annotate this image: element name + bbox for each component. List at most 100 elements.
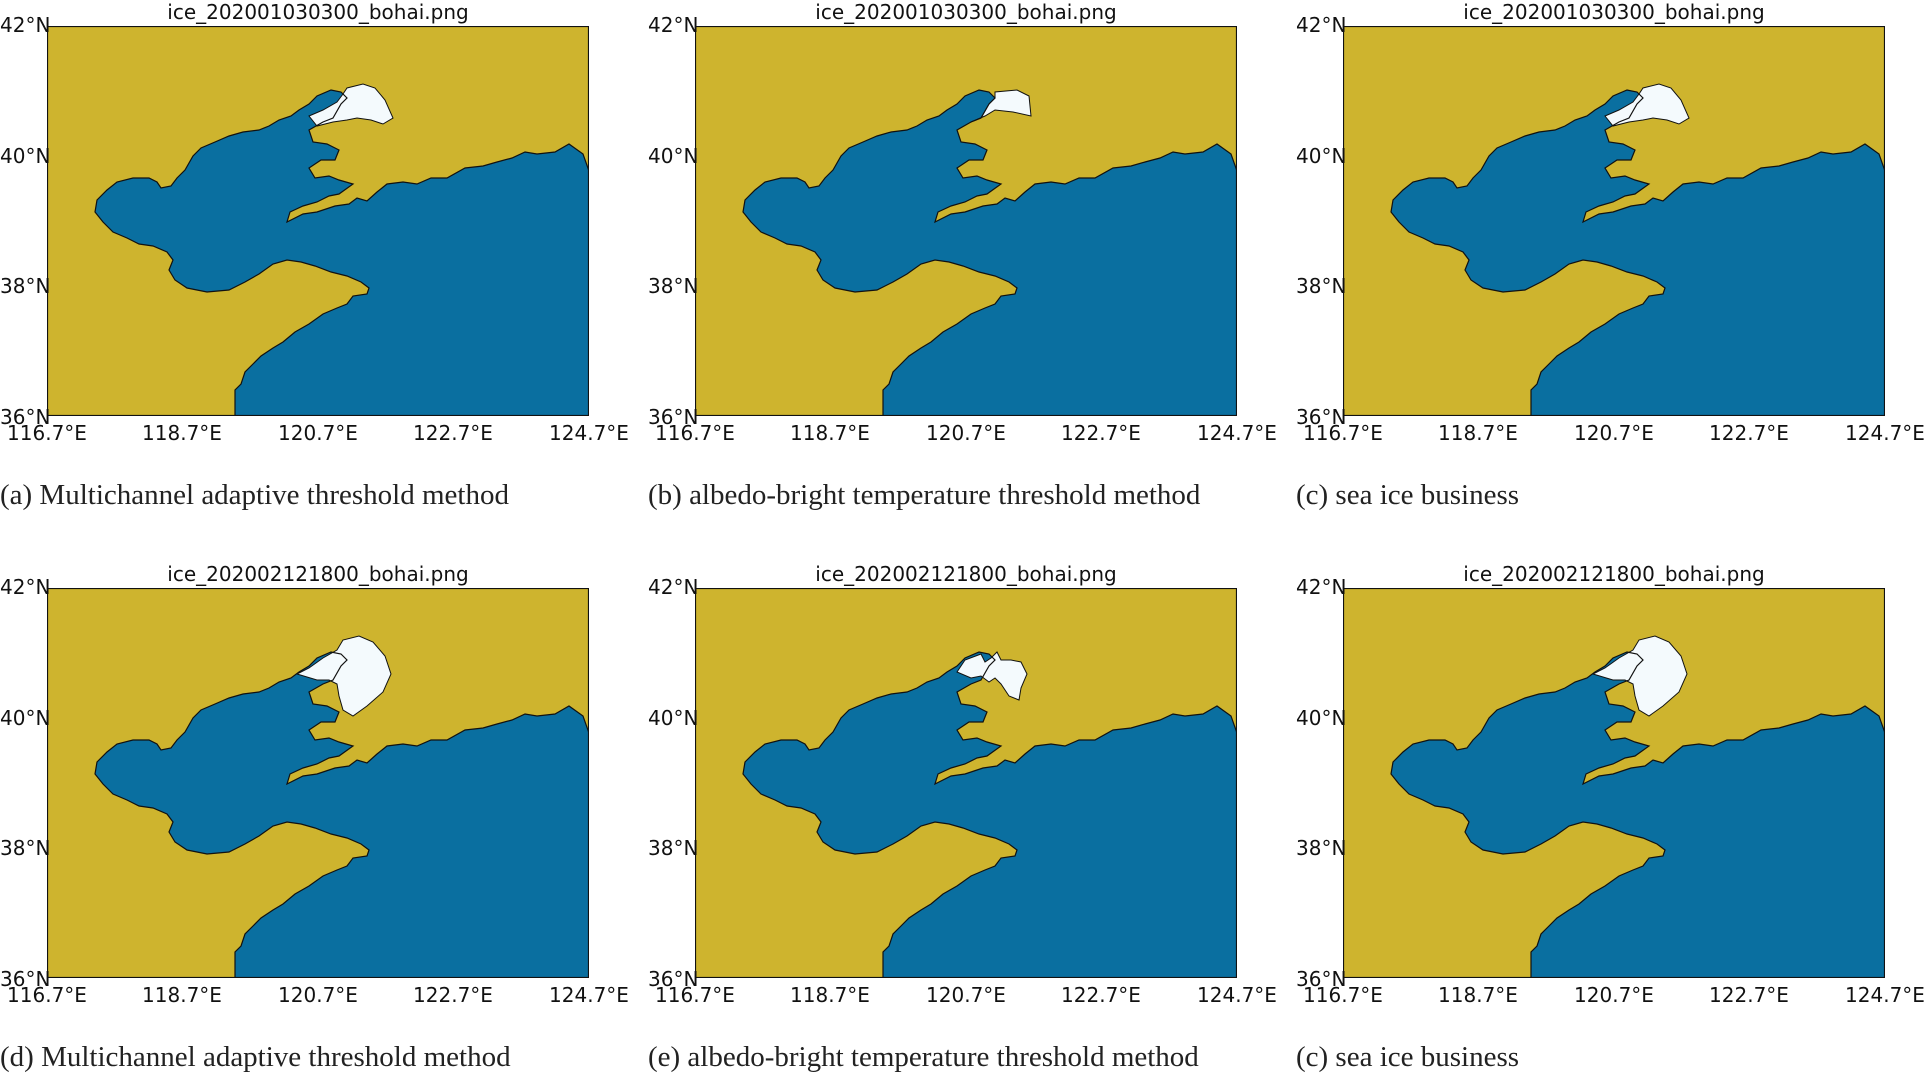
y-tick: 36°N: [1296, 405, 1347, 429]
x-tick: 124.7°E: [1845, 421, 1925, 445]
map-title: ice_202001030300_bohai.png: [815, 0, 1117, 24]
y-tick: 40°N: [0, 706, 51, 730]
x-tick: 122.7°E: [1709, 421, 1789, 445]
bohai-sea-ice-map: [1343, 588, 1885, 978]
map-panel-1: ice_202001030300_bohai.png 42°N 40°N 38°…: [0, 0, 629, 520]
coastline: [94, 89, 589, 416]
map-panel-4: ice_202002121800_bohai.png 42°N 40°N 38°…: [0, 562, 629, 1082]
y-tick: 40°N: [1296, 144, 1347, 168]
y-tick: 38°N: [0, 274, 51, 298]
x-tick: 120.7°E: [278, 983, 358, 1007]
x-tick: 120.7°E: [926, 983, 1006, 1007]
y-tick: 42°N: [648, 13, 699, 37]
y-tick: 36°N: [0, 405, 51, 429]
x-tick: 116.7°E: [7, 421, 87, 445]
x-tick: 118.7°E: [1438, 421, 1518, 445]
coastline: [1390, 89, 1885, 416]
y-tick: 36°N: [0, 967, 51, 991]
map-title: ice_202002121800_bohai.png: [815, 562, 1117, 586]
map-panel-3: ice_202001030300_bohai.png 42°N 40°N 38°…: [1296, 0, 1925, 520]
panel-caption: (c) sea ice business: [1296, 479, 1520, 511]
panel-caption: (d) Multichannel adaptive threshold meth…: [0, 1041, 511, 1073]
map-title: ice_202001030300_bohai.png: [1463, 0, 1765, 24]
bohai-sea: [743, 652, 1237, 978]
x-tick: 118.7°E: [142, 983, 222, 1007]
map-frame: [47, 26, 589, 416]
x-tick: 120.7°E: [278, 421, 358, 445]
x-tick: 120.7°E: [1574, 421, 1654, 445]
bohai-sea-ice-map: [1343, 26, 1885, 416]
x-tick: 124.7°E: [1197, 421, 1277, 445]
map-frame: [695, 26, 1237, 416]
y-tick: 36°N: [648, 967, 699, 991]
y-tick: 38°N: [648, 274, 699, 298]
y-tick: 38°N: [648, 836, 699, 860]
x-tick: 118.7°E: [790, 983, 870, 1007]
x-tick: 118.7°E: [790, 421, 870, 445]
y-tick: 40°N: [0, 144, 51, 168]
x-tick: 124.7°E: [1845, 983, 1925, 1007]
x-tick: 122.7°E: [413, 983, 493, 1007]
y-tick: 40°N: [1296, 706, 1347, 730]
coastline: [742, 89, 1237, 416]
y-tick: 38°N: [0, 836, 51, 860]
ice-edge: [956, 651, 1028, 701]
x-tick: 116.7°E: [655, 421, 735, 445]
y-tick: 42°N: [1296, 13, 1347, 37]
map-panel-6: ice_202002121800_bohai.png 42°N 40°N 38°…: [1296, 562, 1925, 1082]
sea-ice-area: [309, 84, 393, 126]
coastline: [742, 651, 1237, 978]
x-tick: 116.7°E: [1303, 421, 1383, 445]
map-frame: [1343, 588, 1885, 978]
bohai-sea-ice-map: [695, 588, 1237, 978]
coastline: [94, 651, 589, 978]
x-tick: 124.7°E: [1197, 983, 1277, 1007]
ice-edge: [970, 89, 1032, 123]
panel-caption: (c) sea ice business: [1296, 1041, 1520, 1073]
map-frame: [1343, 26, 1885, 416]
ice-edge: [1591, 635, 1688, 717]
x-tick: 122.7°E: [413, 421, 493, 445]
x-tick: 124.7°E: [549, 983, 629, 1007]
y-tick: 42°N: [648, 575, 699, 599]
map-panel-5: ice_202002121800_bohai.png 42°N 40°N 38°…: [648, 562, 1277, 1082]
x-tick: 116.7°E: [1303, 983, 1383, 1007]
x-tick: 116.7°E: [7, 983, 87, 1007]
x-tick: 118.7°E: [142, 421, 222, 445]
panel-caption: (a) Multichannel adaptive threshold meth…: [0, 479, 509, 511]
sea-ice-area: [1605, 84, 1689, 126]
map-title: ice_202002121800_bohai.png: [167, 562, 469, 586]
y-tick: 42°N: [0, 575, 51, 599]
bohai-sea-ice-map: [47, 26, 589, 416]
x-tick: 122.7°E: [1061, 421, 1141, 445]
bohai-sea-ice-map: [695, 26, 1237, 416]
map-title: ice_202002121800_bohai.png: [1463, 562, 1765, 586]
x-tick: 120.7°E: [926, 421, 1006, 445]
ice-edge: [295, 635, 392, 717]
ice-edge: [308, 83, 394, 127]
map-frame: [695, 588, 1237, 978]
y-tick: 38°N: [1296, 836, 1347, 860]
panel-caption: (b) albedo-bright temperature threshold …: [648, 479, 1201, 511]
y-tick: 40°N: [648, 144, 699, 168]
y-tick: 42°N: [1296, 575, 1347, 599]
x-tick: 124.7°E: [549, 421, 629, 445]
map-title: ice_202001030300_bohai.png: [167, 0, 469, 24]
y-tick: 38°N: [1296, 274, 1347, 298]
panel-caption: (e) albedo-bright temperature threshold …: [648, 1041, 1199, 1073]
bohai-sea: [1391, 652, 1885, 978]
map-panel-2: ice_202001030300_bohai.png 42°N 40°N 38°…: [648, 0, 1277, 520]
coastline: [1390, 651, 1885, 978]
bohai-sea: [743, 90, 1237, 416]
x-tick: 122.7°E: [1061, 983, 1141, 1007]
map-frame: [47, 588, 589, 978]
bohai-sea: [95, 652, 589, 978]
y-tick: 36°N: [1296, 967, 1347, 991]
x-tick: 116.7°E: [655, 983, 735, 1007]
sea-ice-area: [297, 636, 391, 716]
sea-ice-area: [971, 90, 1031, 122]
bohai-sea-ice-map: [47, 588, 589, 978]
x-tick: 118.7°E: [1438, 983, 1518, 1007]
ice-edge: [1604, 83, 1690, 127]
y-tick: 36°N: [648, 405, 699, 429]
